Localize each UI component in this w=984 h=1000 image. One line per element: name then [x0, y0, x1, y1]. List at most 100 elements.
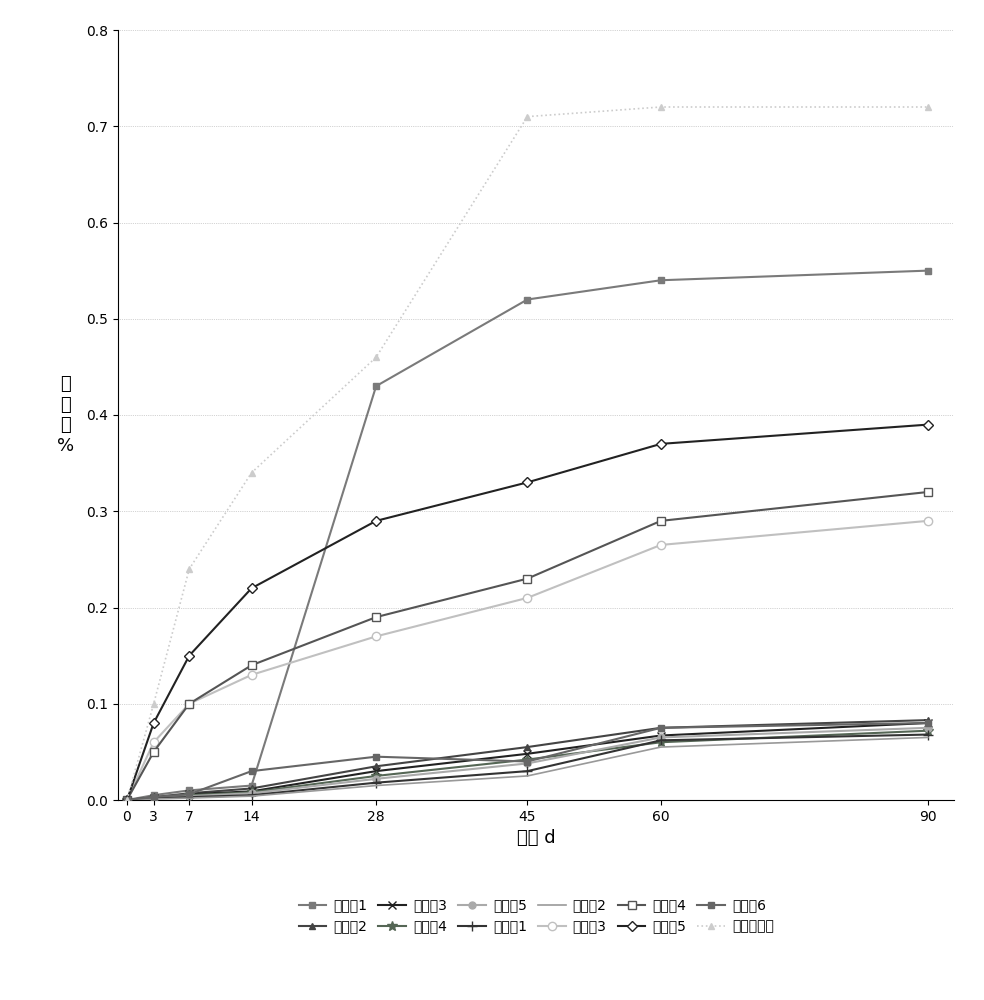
- 对比例2: [121, 794, 133, 806]
- 实施例2: [121, 794, 133, 806]
- 对比例1: [246, 789, 258, 801]
- 实施例4: [246, 786, 258, 798]
- 不含抑制剂: [121, 794, 133, 806]
- 对比例6: [148, 791, 159, 803]
- 实施例5: [522, 757, 533, 769]
- Line: 对比例2: 对比例2: [127, 737, 928, 800]
- Legend: 实施例1, 实施例2, 实施例3, 实施例4, 实施例5, 对比例1, 对比例2, 对比例3, 对比例4, 对比例5, 对比例6, 不含抑制剂: 实施例1, 实施例2, 实施例3, 实施例4, 实施例5, 对比例1, 对比例2…: [291, 892, 781, 940]
- 对比例4: [183, 698, 195, 710]
- Line: 对比例6: 对比例6: [124, 720, 931, 803]
- 对比例1: [148, 792, 159, 804]
- 对比例5: [522, 476, 533, 488]
- 对比例4: [246, 659, 258, 671]
- 实施例3: [183, 788, 195, 800]
- 对比例5: [655, 438, 667, 450]
- 实施例3: [922, 717, 934, 729]
- 对比例4: [922, 486, 934, 498]
- 对比例4: [522, 573, 533, 585]
- Line: 不含抑制剂: 不含抑制剂: [124, 104, 931, 803]
- 不含抑制剂: [246, 467, 258, 479]
- 对比例3: [655, 539, 667, 551]
- 实施例2: [246, 782, 258, 794]
- 实施例4: [922, 725, 934, 737]
- 实施例1: [246, 780, 258, 792]
- 实施例5: [655, 731, 667, 743]
- 对比例3: [121, 794, 133, 806]
- 对比例4: [148, 746, 159, 758]
- 对比例6: [655, 722, 667, 734]
- Line: 对比例3: 对比例3: [123, 517, 932, 804]
- 实施例5: [246, 787, 258, 799]
- 对比例6: [922, 717, 934, 729]
- 实施例4: [655, 736, 667, 748]
- Line: 对比例4: 对比例4: [123, 488, 932, 804]
- 实施例4: [370, 770, 382, 782]
- 对比例3: [522, 592, 533, 604]
- 实施例4: [148, 792, 159, 804]
- Line: 实施例4: 实施例4: [122, 726, 933, 805]
- 对比例3: [370, 630, 382, 642]
- 实施例5: [922, 722, 934, 734]
- 实施例1: [183, 784, 195, 796]
- X-axis label: 龄期 d: 龄期 d: [517, 829, 556, 847]
- 对比例1: [655, 734, 667, 746]
- 对比例5: [370, 515, 382, 527]
- 对比例1: [121, 794, 133, 806]
- 对比例6: [121, 794, 133, 806]
- 实施例5: [148, 792, 159, 804]
- 对比例2: [370, 780, 382, 792]
- 对比例5: [121, 794, 133, 806]
- 实施例5: [370, 773, 382, 785]
- 不含抑制剂: [922, 101, 934, 113]
- 实施例1: [370, 380, 382, 392]
- 对比例3: [148, 736, 159, 748]
- 实施例3: [148, 792, 159, 804]
- 对比例2: [922, 731, 934, 743]
- 对比例1: [522, 765, 533, 777]
- 对比例1: [370, 777, 382, 789]
- 实施例2: [148, 791, 159, 803]
- 对比例2: [522, 770, 533, 782]
- 不含抑制剂: [148, 698, 159, 710]
- 对比例6: [246, 765, 258, 777]
- 不含抑制剂: [655, 101, 667, 113]
- 对比例2: [246, 790, 258, 802]
- 对比例2: [655, 741, 667, 753]
- Line: 对比例1: 对比例1: [122, 730, 933, 805]
- 实施例1: [148, 789, 159, 801]
- 对比例6: [370, 751, 382, 763]
- 对比例4: [370, 611, 382, 623]
- 对比例6: [522, 756, 533, 768]
- 实施例3: [121, 794, 133, 806]
- 实施例4: [121, 794, 133, 806]
- 实施例4: [522, 754, 533, 766]
- Line: 对比例5: 对比例5: [124, 421, 931, 803]
- 实施例1: [922, 265, 934, 277]
- 不含抑制剂: [370, 351, 382, 363]
- 实施例1: [121, 794, 133, 806]
- 对比例5: [246, 582, 258, 594]
- 实施例2: [655, 722, 667, 734]
- 对比例3: [183, 698, 195, 710]
- 实施例2: [522, 741, 533, 753]
- 实施例3: [655, 730, 667, 742]
- 实施例1: [655, 274, 667, 286]
- 不含抑制剂: [183, 563, 195, 575]
- 实施例4: [183, 789, 195, 801]
- 对比例1: [922, 729, 934, 741]
- 对比例3: [246, 669, 258, 681]
- 对比例5: [148, 717, 159, 729]
- Y-axis label: 膨
胀
率
%: 膨 胀 率 %: [57, 375, 74, 455]
- 对比例4: [655, 515, 667, 527]
- Line: 实施例2: 实施例2: [124, 717, 931, 803]
- Line: 实施例5: 实施例5: [124, 724, 931, 803]
- 对比例6: [183, 788, 195, 800]
- 实施例3: [370, 765, 382, 777]
- 对比例4: [121, 794, 133, 806]
- 实施例5: [183, 790, 195, 802]
- 实施例1: [522, 294, 533, 306]
- 实施例3: [522, 748, 533, 760]
- 对比例1: [183, 791, 195, 803]
- 实施例2: [183, 787, 195, 799]
- 对比例2: [148, 793, 159, 805]
